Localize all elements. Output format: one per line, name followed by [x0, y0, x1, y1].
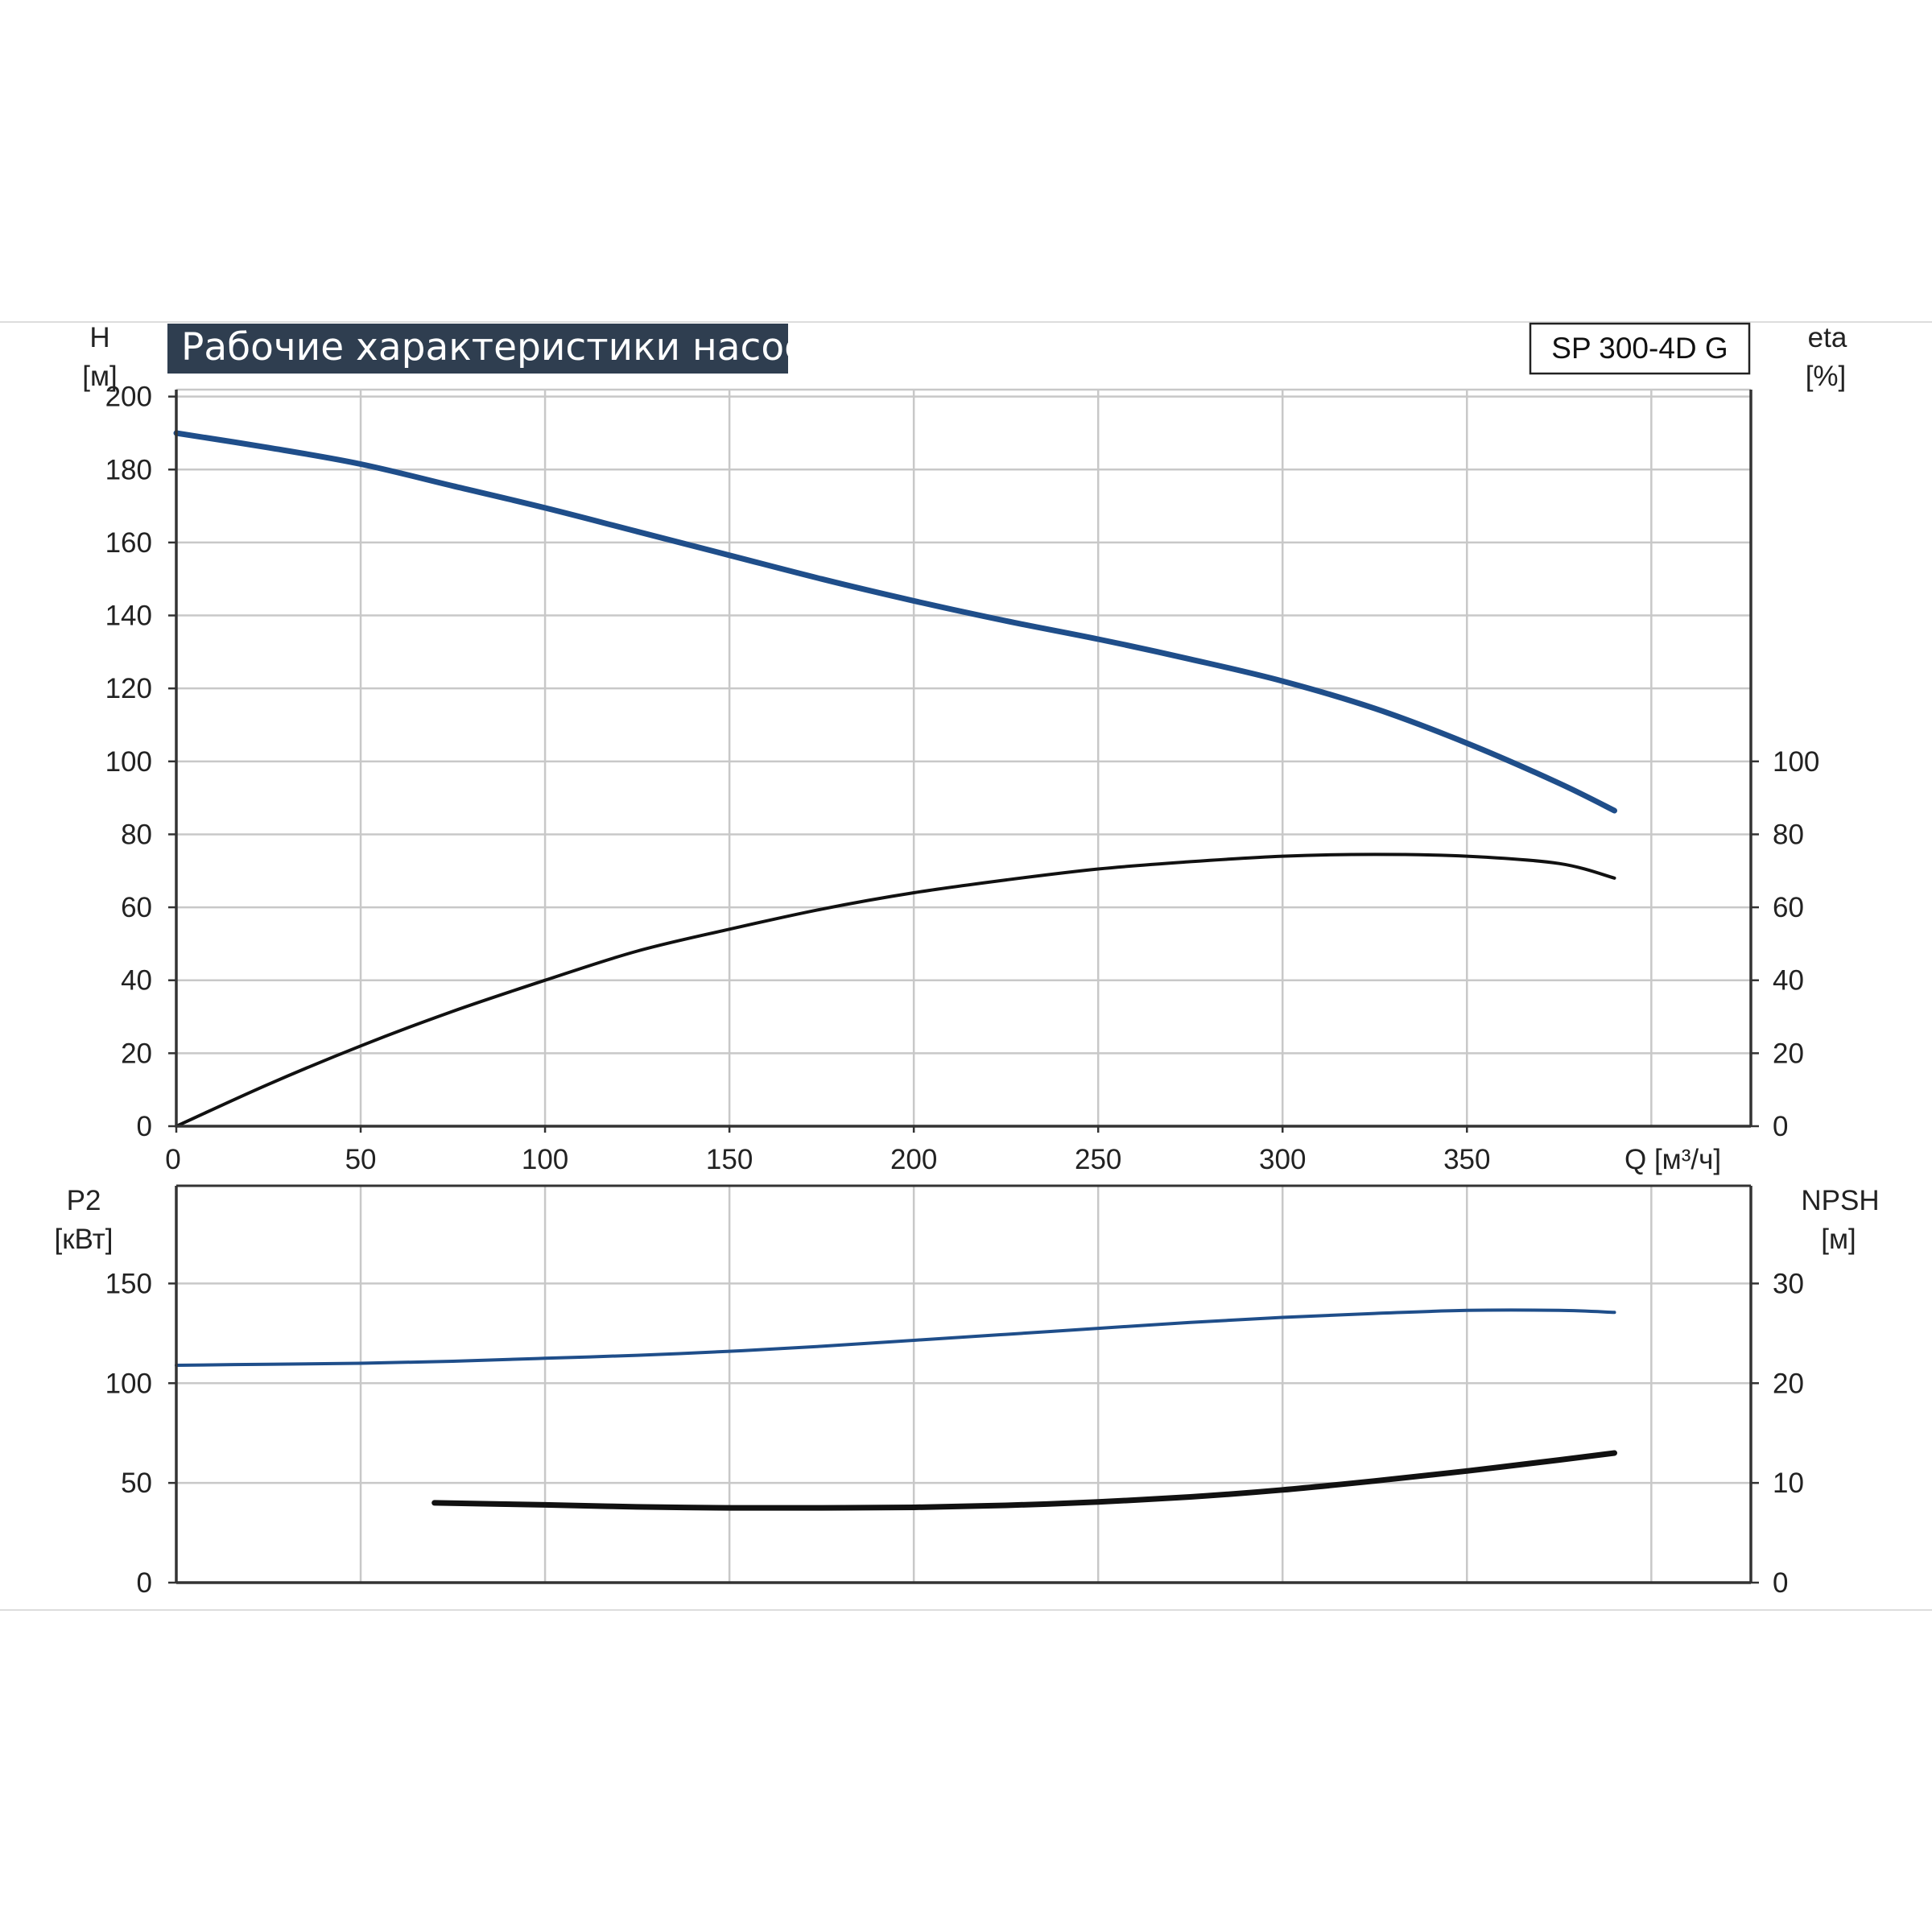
- x-tick-label: 300: [1259, 1144, 1306, 1175]
- y-right-tick-label: 80: [1773, 819, 1804, 850]
- head-curve: [173, 430, 1617, 814]
- axes: [168, 390, 1759, 1584]
- x-tick-label: 0: [165, 1144, 180, 1175]
- model-box: SP 300-4D G: [1529, 322, 1751, 375]
- x-tick-label: 50: [345, 1144, 377, 1175]
- y-left-tick-label: 180: [105, 454, 152, 485]
- y-right-tick-label: 20: [1773, 1038, 1804, 1069]
- x-tick-label: 150: [706, 1144, 753, 1175]
- x-tick-label: 250: [1075, 1144, 1121, 1175]
- y-right-tick-label: 20: [1773, 1368, 1804, 1399]
- tick-labels: 0 50 100 150 200 250 300 3500204060801001201401…: [105, 382, 1820, 1599]
- y-right-tick-label: 40: [1773, 965, 1804, 997]
- y-right-unit-bottom: [м]: [1821, 1224, 1856, 1255]
- frame-lines: [0, 321, 1932, 1611]
- y-right-label-top: eta: [1808, 322, 1847, 353]
- chart-title: Рабочие характеристики насоса: [181, 325, 828, 369]
- y-left-tick-label: 100: [105, 1368, 152, 1399]
- y-left-tick-label: 20: [121, 1038, 152, 1069]
- y-left-tick-label: 0: [137, 1111, 152, 1142]
- x-axis-label: Q [м³/ч]: [1624, 1144, 1721, 1175]
- y-left-tick-label: 50: [121, 1468, 152, 1499]
- y-left-tick-label: 40: [121, 965, 152, 997]
- y-left-tick-label: 0: [137, 1567, 152, 1599]
- title-box: Рабочие характеристики насоса: [167, 324, 828, 374]
- power-curve: [175, 1308, 1616, 1367]
- y-right-tick-label: 10: [1773, 1468, 1804, 1499]
- y-left-unit-bottom: [кВт]: [55, 1224, 114, 1255]
- y-left-label-bottom: P2: [67, 1185, 101, 1216]
- y-right-unit-top: [%]: [1806, 361, 1847, 392]
- x-tick-label: 350: [1443, 1144, 1490, 1175]
- grid-top: [176, 388, 1751, 1126]
- y-right-tick-label: 30: [1773, 1268, 1804, 1299]
- y-left-unit-top: [м]: [82, 361, 118, 392]
- x-tick-label: 100: [522, 1144, 568, 1175]
- model-label: SP 300-4D G: [1551, 332, 1728, 365]
- y-left-tick-label: 60: [121, 892, 152, 923]
- npsh-curve: [431, 1450, 1617, 1511]
- efficiency-curve: [175, 852, 1616, 1128]
- y-left-tick-label: 200: [105, 382, 152, 413]
- y-right-label-bottom: NPSH: [1801, 1185, 1879, 1216]
- y-left-tick-label: 150: [105, 1268, 152, 1299]
- grid-bottom: [176, 1186, 1751, 1583]
- y-left-tick-label: 160: [105, 527, 152, 559]
- y-right-tick-label: 100: [1773, 746, 1819, 778]
- y-right-tick-label: 0: [1773, 1111, 1788, 1142]
- y-left-label-top: H: [89, 322, 109, 353]
- y-left-tick-label: 140: [105, 601, 152, 632]
- y-left-tick-label: 120: [105, 673, 152, 704]
- y-left-tick-label: 100: [105, 746, 152, 778]
- x-tick-label: 200: [890, 1144, 937, 1175]
- y-left-tick-label: 80: [121, 819, 152, 850]
- curves: [173, 430, 1617, 1511]
- y-right-tick-label: 60: [1773, 892, 1804, 923]
- y-right-tick-label: 0: [1773, 1567, 1788, 1599]
